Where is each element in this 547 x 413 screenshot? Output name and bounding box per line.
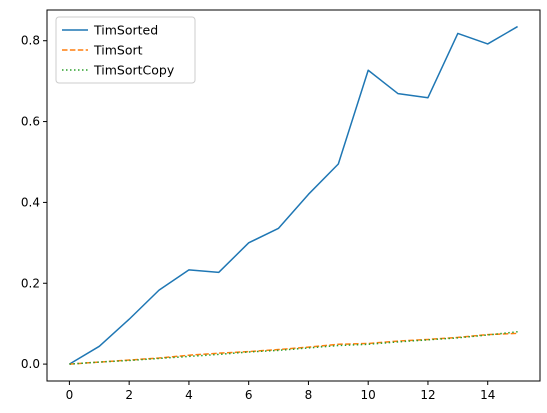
series-line-timsort [69,332,518,365]
x-tick-label: 10 [361,388,376,402]
x-tick-label: 12 [420,388,435,402]
plot-area [46,9,541,382]
y-tick-label: 0.2 [21,276,40,290]
x-tick-label: 2 [125,388,133,402]
y-tick-label: 0.6 [21,115,40,129]
series-line-timsorted [69,25,518,365]
x-tick-label: 6 [245,388,253,402]
y-tick-label: 0.4 [21,195,40,209]
x-tick-label: 0 [66,388,74,402]
legend-label: TimSorted [93,23,158,38]
y-tick-label: 0.8 [21,34,40,48]
legend-box [55,16,196,84]
x-tick-label: 14 [480,388,495,402]
series-layer [69,25,518,365]
legend: TimSorted TimSort TimSortCopy [55,16,196,84]
y-tick-label: 0.0 [21,357,40,371]
series-line-timsortcopy [69,331,518,365]
x-axis: 0 2 4 6 8 10 12 14 [66,381,495,402]
x-tick-label: 8 [305,388,313,402]
legend-label: TimSort [93,43,143,58]
x-tick-label: 4 [185,388,193,402]
legend-label: TimSortCopy [93,63,175,78]
y-axis: 0.0 0.2 0.4 0.6 0.8 [21,34,47,371]
